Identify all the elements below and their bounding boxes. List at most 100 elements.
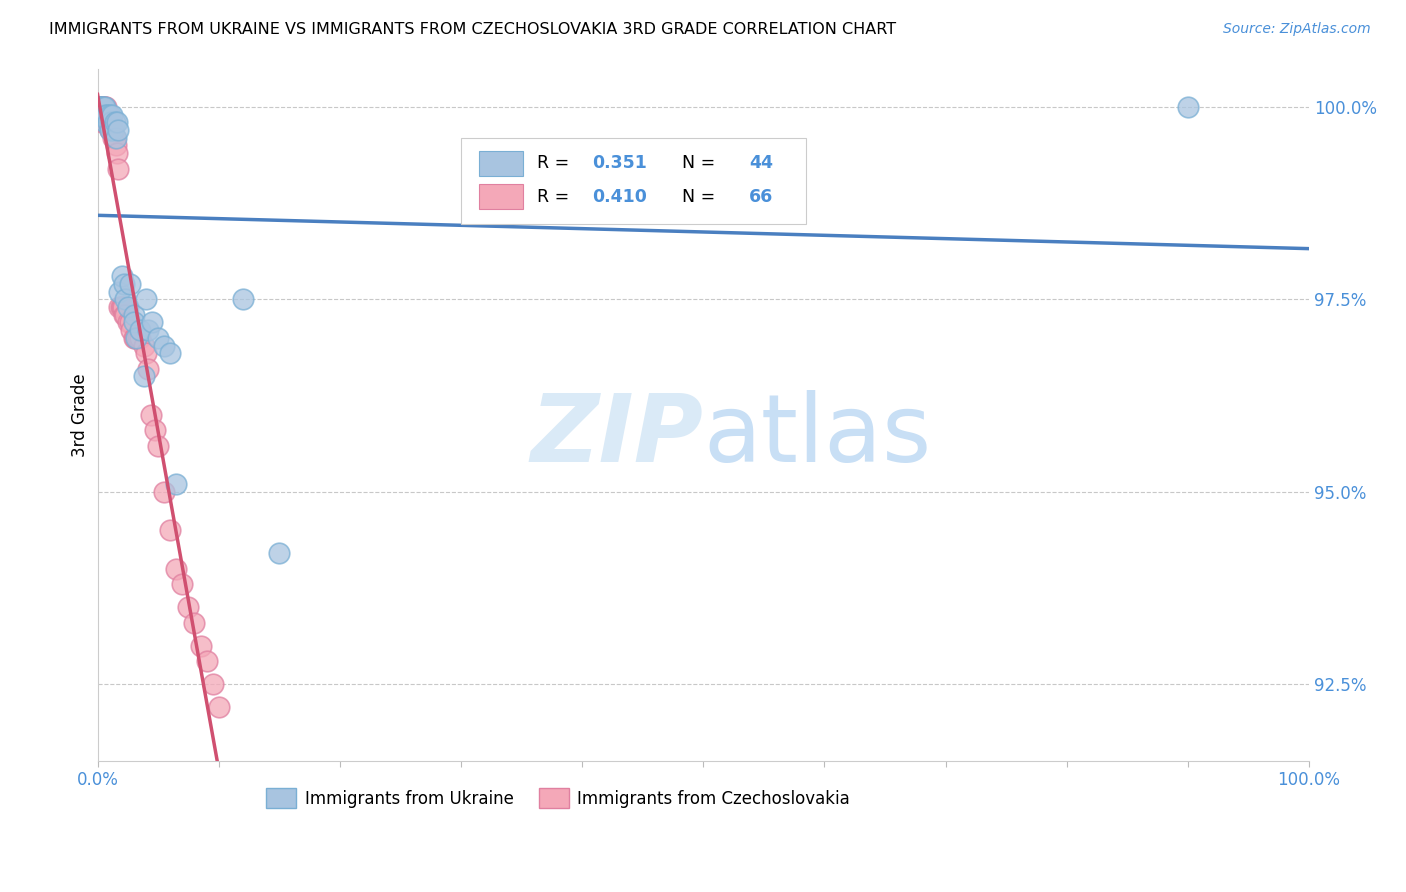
Point — [101, 123, 124, 137]
Point — [111, 269, 134, 284]
Point — [90, 108, 112, 122]
Point — [94, 100, 117, 114]
Point — [269, 546, 291, 560]
Point — [86, 100, 108, 114]
Point — [97, 115, 120, 129]
Text: R =: R = — [537, 154, 575, 172]
Point — [139, 408, 162, 422]
Point — [87, 100, 110, 114]
Point — [129, 331, 152, 345]
Text: atlas: atlas — [703, 390, 932, 482]
Point — [1177, 100, 1199, 114]
Text: N =: N = — [671, 154, 720, 172]
Point — [195, 654, 218, 668]
Text: R =: R = — [537, 187, 575, 206]
Text: Source: ZipAtlas.com: Source: ZipAtlas.com — [1223, 22, 1371, 37]
Point — [124, 331, 146, 345]
Point — [97, 108, 120, 122]
Y-axis label: 3rd Grade: 3rd Grade — [72, 373, 89, 457]
Point — [91, 108, 114, 122]
Point — [90, 100, 112, 114]
Point — [159, 523, 181, 537]
Point — [93, 100, 115, 114]
Point — [117, 315, 139, 329]
Point — [165, 477, 187, 491]
Point — [91, 100, 114, 114]
Point — [114, 308, 136, 322]
Point — [100, 115, 122, 129]
Point — [146, 331, 169, 345]
Point — [127, 331, 149, 345]
Text: 66: 66 — [749, 187, 773, 206]
Point — [89, 100, 111, 114]
Point — [232, 293, 254, 307]
Point — [86, 100, 108, 114]
Point — [94, 115, 117, 129]
Point — [94, 108, 117, 122]
Point — [183, 615, 205, 630]
Point — [105, 146, 128, 161]
Point — [138, 361, 160, 376]
Point — [110, 300, 132, 314]
Point — [97, 115, 120, 129]
Point — [107, 123, 129, 137]
Point — [122, 315, 145, 329]
Point — [107, 161, 129, 176]
Point — [117, 300, 139, 314]
Point — [90, 100, 112, 114]
Text: N =: N = — [671, 187, 720, 206]
Point — [93, 108, 115, 122]
Point — [108, 300, 131, 314]
Point — [86, 100, 108, 114]
Point — [86, 100, 108, 114]
Point — [94, 100, 117, 114]
Point — [104, 130, 127, 145]
Point — [190, 639, 212, 653]
Point — [98, 123, 121, 137]
Point — [129, 323, 152, 337]
Point — [100, 115, 122, 129]
Point — [159, 346, 181, 360]
Point — [177, 600, 200, 615]
Point — [103, 123, 125, 137]
Point — [98, 108, 121, 122]
Point — [91, 115, 114, 129]
Point — [96, 108, 118, 122]
Point — [103, 130, 125, 145]
Point — [132, 369, 155, 384]
Point — [87, 100, 110, 114]
Point — [141, 315, 163, 329]
Point — [121, 323, 143, 337]
Text: 0.351: 0.351 — [592, 154, 647, 172]
Point — [135, 346, 157, 360]
Point — [94, 108, 117, 122]
Point — [111, 300, 134, 314]
Point — [90, 100, 112, 114]
Point — [90, 108, 112, 122]
Point — [103, 130, 125, 145]
Point — [122, 331, 145, 345]
Text: ZIP: ZIP — [530, 390, 703, 482]
Point — [114, 293, 136, 307]
Point — [146, 439, 169, 453]
Point — [86, 100, 108, 114]
Point — [104, 138, 127, 153]
Point — [86, 100, 108, 114]
Point — [90, 100, 112, 114]
Point — [112, 308, 135, 322]
Text: IMMIGRANTS FROM UKRAINE VS IMMIGRANTS FROM CZECHOSLOVAKIA 3RD GRADE CORRELATION : IMMIGRANTS FROM UKRAINE VS IMMIGRANTS FR… — [49, 22, 897, 37]
Point — [122, 308, 145, 322]
Point — [91, 100, 114, 114]
FancyBboxPatch shape — [479, 184, 523, 209]
Legend: Immigrants from Ukraine, Immigrants from Czechoslovakia: Immigrants from Ukraine, Immigrants from… — [260, 781, 856, 815]
Point — [98, 115, 121, 129]
FancyBboxPatch shape — [461, 137, 806, 225]
Point — [108, 285, 131, 299]
Point — [153, 338, 176, 352]
Point — [120, 315, 142, 329]
Point — [125, 331, 148, 345]
Text: 0.410: 0.410 — [592, 187, 647, 206]
Point — [111, 300, 134, 314]
Point — [93, 100, 115, 114]
Point — [93, 115, 115, 129]
